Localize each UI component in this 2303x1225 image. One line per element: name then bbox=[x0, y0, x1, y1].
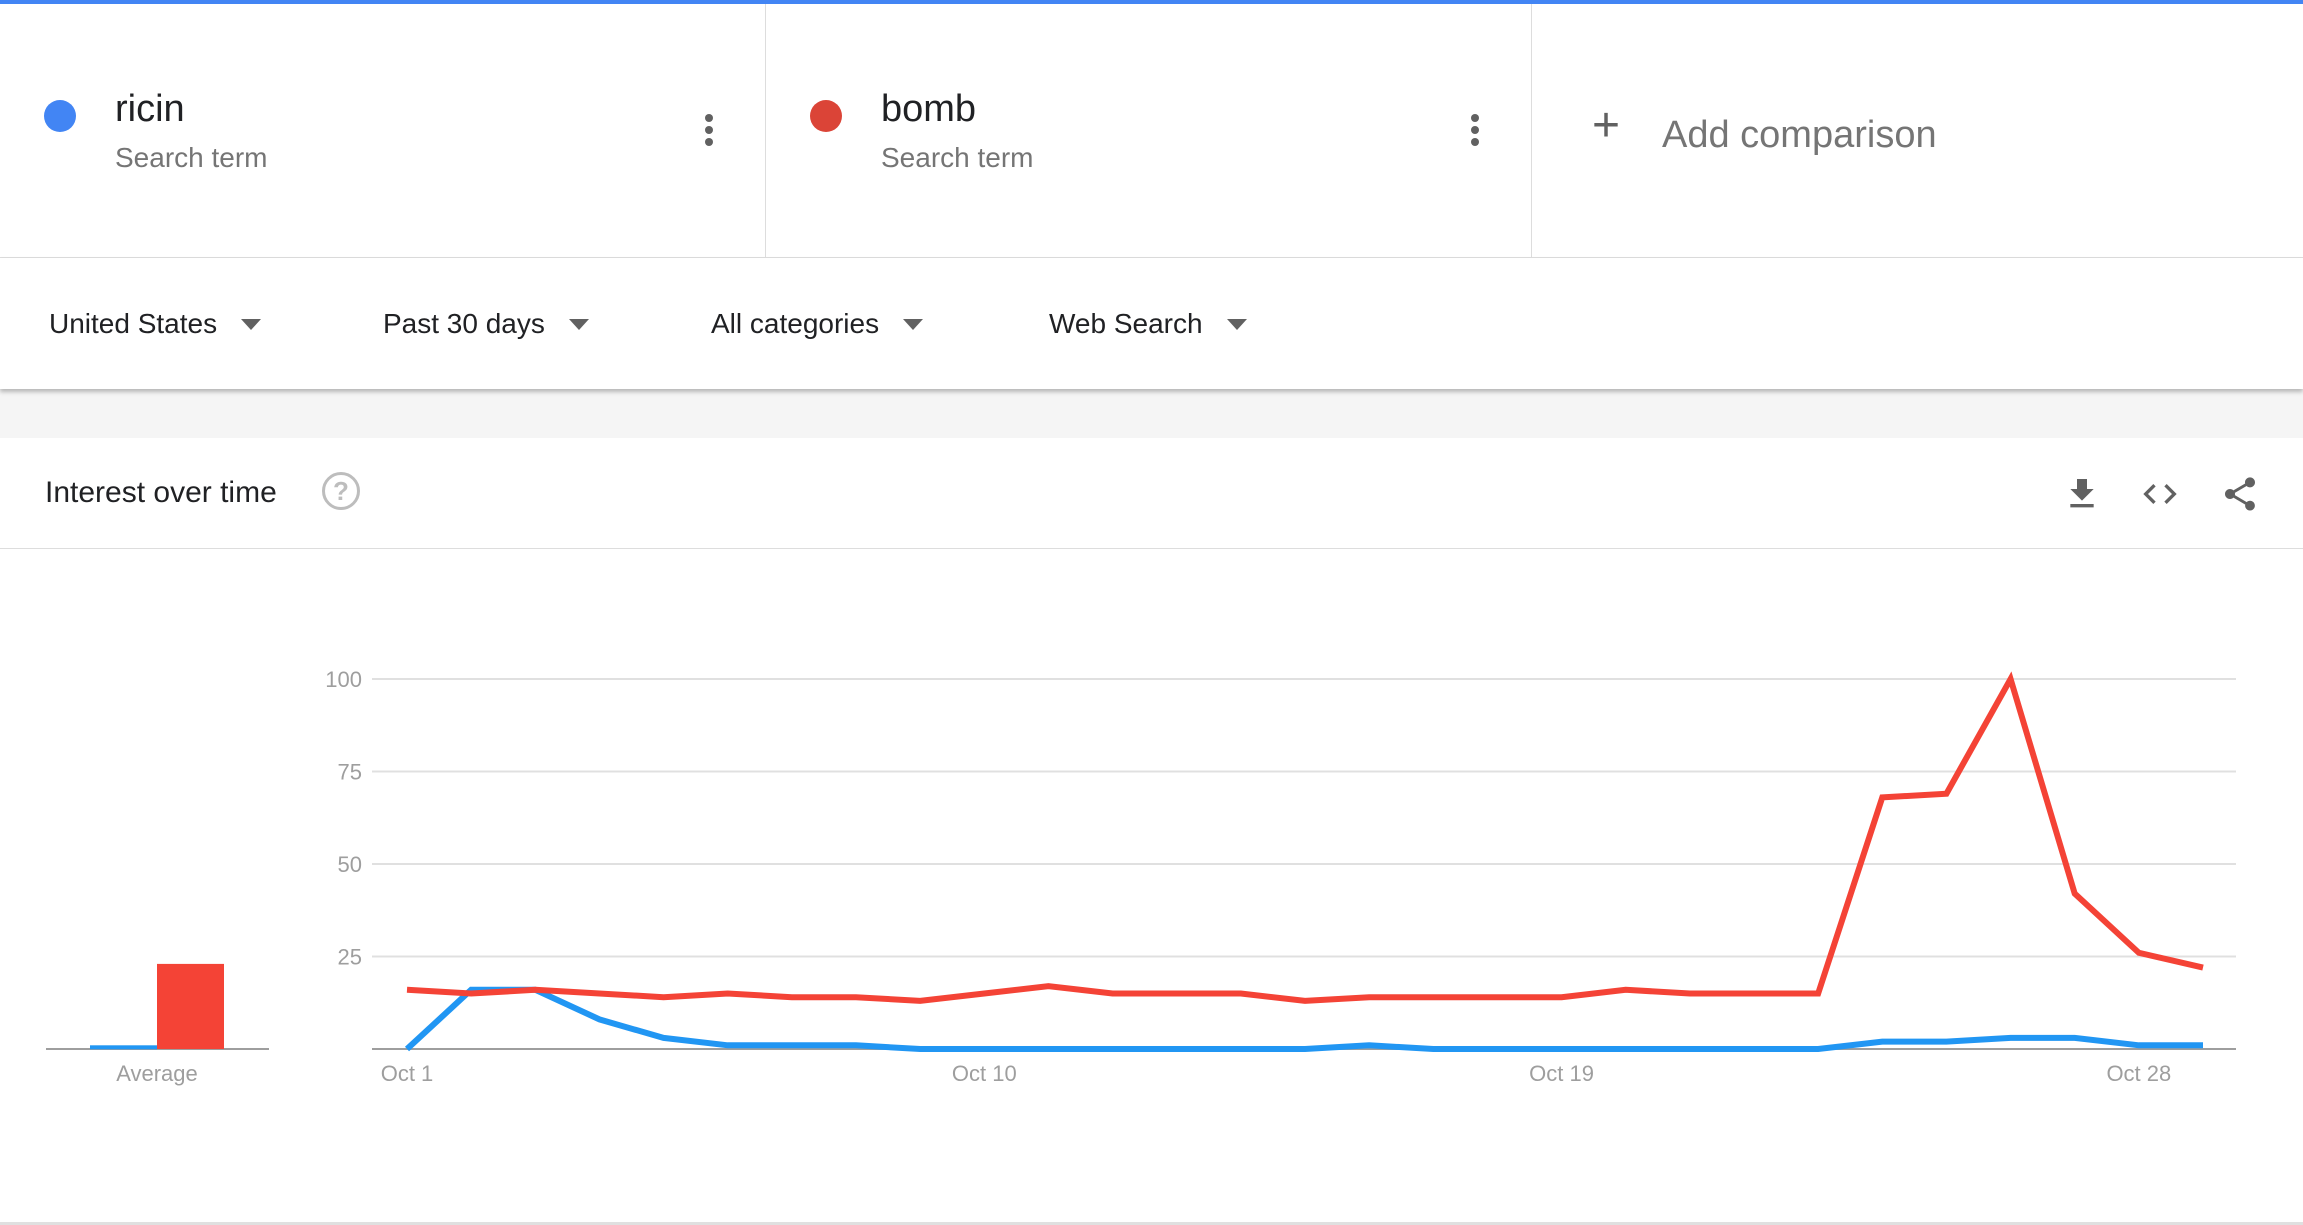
share-icon[interactable] bbox=[2220, 474, 2260, 514]
top-accent-bar bbox=[0, 0, 2303, 4]
caret-down-icon bbox=[241, 318, 262, 330]
time-value: Past 30 days bbox=[383, 308, 545, 339]
term-color-dot bbox=[810, 100, 842, 132]
search-type-value: Web Search bbox=[1049, 308, 1203, 339]
filter-bar: United States Past 30 days All categorie… bbox=[0, 258, 2303, 389]
y-tick-label: 50 bbox=[338, 852, 362, 877]
plus-icon: + bbox=[1592, 99, 1621, 152]
download-icon[interactable] bbox=[2062, 474, 2102, 514]
card-title: Interest over time bbox=[45, 476, 277, 509]
category-dropdown[interactable]: All categories bbox=[711, 308, 924, 340]
term-name[interactable]: bomb bbox=[881, 88, 977, 130]
average-bar-bomb bbox=[157, 963, 224, 1049]
x-tick-label: Oct 10 bbox=[952, 1061, 1017, 1086]
category-value: All categories bbox=[711, 308, 880, 339]
series-line-ricin bbox=[404, 986, 2203, 1052]
search-type-dropdown[interactable]: Web Search bbox=[1049, 308, 1247, 340]
interest-over-time-card: Interest over time ? 100 75 50 25 Oct 1 Oct 1… bbox=[0, 438, 2303, 1225]
term-card-ricin[interactable]: ricin Search term bbox=[0, 4, 766, 257]
average-label: Average bbox=[116, 1061, 198, 1086]
time-range-dropdown[interactable]: Past 30 days bbox=[383, 308, 589, 340]
bottom-divider bbox=[0, 1222, 2303, 1225]
region-value: United States bbox=[49, 308, 218, 339]
x-tick-label: Oct 1 bbox=[381, 1061, 434, 1086]
term-type: Search term bbox=[881, 142, 1034, 173]
y-tick-label: 75 bbox=[338, 760, 362, 785]
series-line-bomb bbox=[406, 671, 2204, 1004]
embed-icon[interactable] bbox=[2140, 474, 2180, 514]
region-dropdown[interactable]: United States bbox=[49, 308, 262, 340]
add-comparison-button[interactable]: + Add comparison bbox=[1532, 4, 2303, 257]
term-color-dot bbox=[44, 100, 76, 132]
comparison-terms: ricin Search term bomb Search term + Add… bbox=[0, 4, 2303, 258]
y-tick-label: 100 bbox=[325, 667, 362, 692]
more-options-icon[interactable] bbox=[705, 114, 715, 150]
add-comparison-label: Add comparison bbox=[1662, 114, 1937, 156]
y-tick-label: 25 bbox=[338, 945, 362, 970]
card-header: Interest over time ? bbox=[0, 438, 2303, 549]
interest-chart: 100 75 50 25 Oct 1 Oct 10 Oct 19 Oct 28 Average bbox=[46, 667, 2236, 1086]
caret-down-icon bbox=[903, 318, 924, 330]
term-type: Search term bbox=[115, 142, 268, 173]
x-tick-label: Oct 19 bbox=[1529, 1061, 1594, 1086]
average-bar-ricin bbox=[90, 1045, 157, 1050]
caret-down-icon bbox=[1226, 318, 1247, 330]
x-tick-label: Oct 28 bbox=[2106, 1061, 2171, 1086]
term-card-bomb[interactable]: bomb Search term bbox=[766, 4, 1532, 257]
section-spacer bbox=[0, 389, 2303, 438]
help-icon[interactable]: ? bbox=[322, 472, 360, 510]
caret-down-icon bbox=[568, 318, 589, 330]
more-options-icon[interactable] bbox=[1471, 114, 1481, 150]
term-name[interactable]: ricin bbox=[115, 88, 185, 130]
